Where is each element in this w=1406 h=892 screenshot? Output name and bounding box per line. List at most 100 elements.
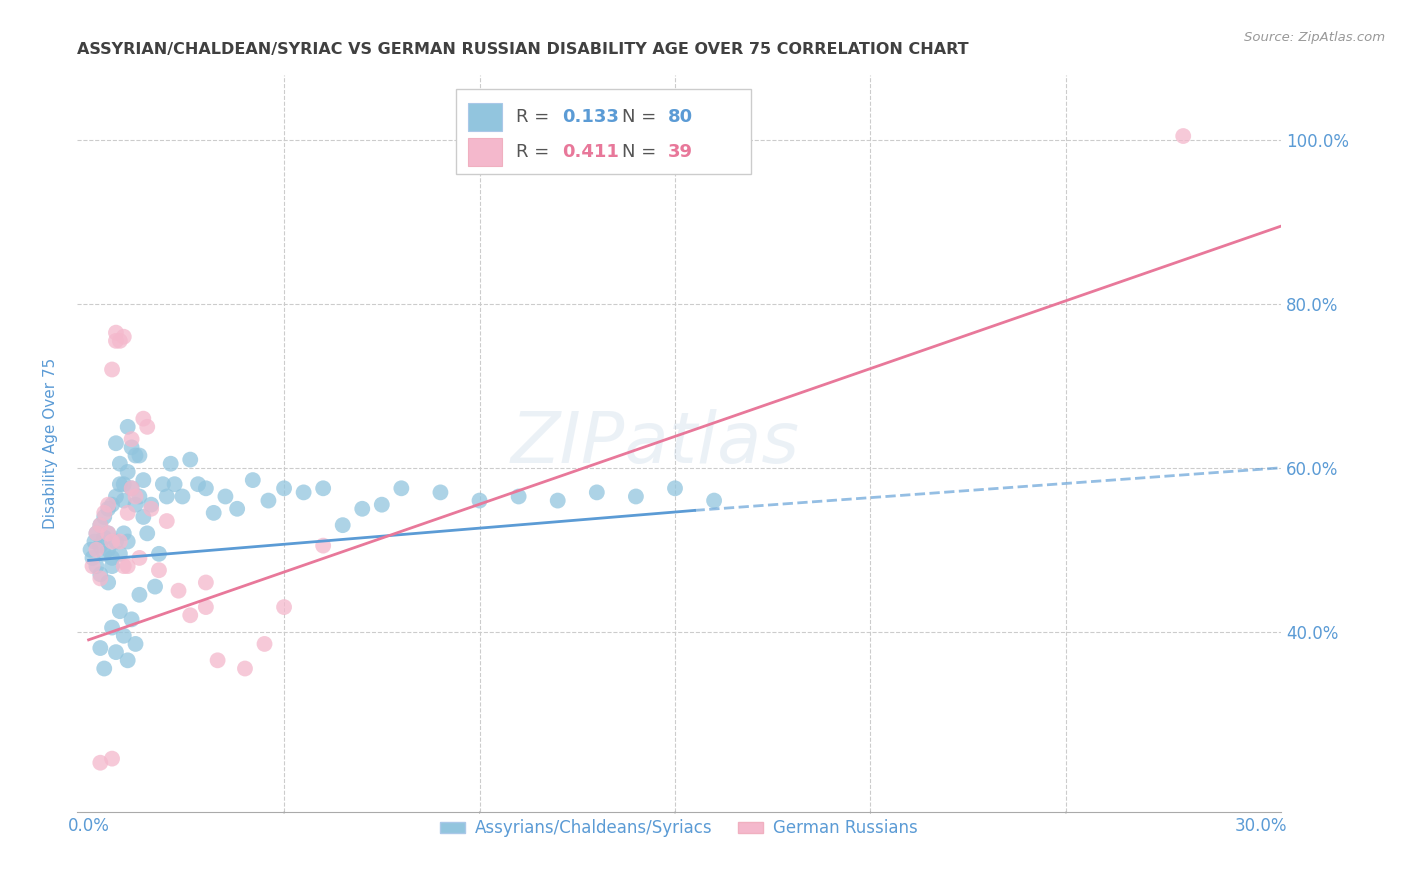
Text: 0.133: 0.133	[562, 108, 619, 127]
Point	[89, 518, 111, 533]
Point	[163, 477, 186, 491]
Point	[148, 563, 170, 577]
Text: 80: 80	[668, 108, 693, 127]
Point	[89, 567, 111, 582]
Point	[121, 481, 143, 495]
Point	[156, 514, 179, 528]
Point	[83, 534, 105, 549]
Point	[141, 501, 163, 516]
Point	[371, 498, 394, 512]
Point	[112, 559, 135, 574]
Point	[97, 526, 120, 541]
Point	[112, 330, 135, 344]
Point	[312, 481, 335, 495]
Point	[112, 629, 135, 643]
Point	[104, 534, 127, 549]
Point	[117, 653, 139, 667]
Point	[117, 506, 139, 520]
Text: ZIPatlas: ZIPatlas	[510, 409, 800, 478]
Point	[89, 571, 111, 585]
Point	[179, 452, 201, 467]
Point	[624, 490, 647, 504]
Point	[117, 420, 139, 434]
Point	[86, 559, 108, 574]
Point	[143, 580, 166, 594]
Point	[128, 588, 150, 602]
Point	[108, 547, 131, 561]
Point	[108, 604, 131, 618]
Point	[187, 477, 209, 491]
Point	[202, 506, 225, 520]
Point	[703, 493, 725, 508]
Point	[226, 501, 249, 516]
Text: R =: R =	[516, 108, 555, 127]
Point	[273, 600, 295, 615]
Point	[121, 481, 143, 495]
Point	[112, 526, 135, 541]
Point	[97, 542, 120, 557]
Point	[101, 362, 124, 376]
Point	[167, 583, 190, 598]
Point	[194, 575, 217, 590]
Point	[214, 490, 236, 504]
Point	[112, 477, 135, 491]
Point	[179, 608, 201, 623]
Point	[128, 449, 150, 463]
Point	[101, 534, 124, 549]
Point	[89, 640, 111, 655]
Point	[97, 526, 120, 541]
Point	[128, 490, 150, 504]
Point	[89, 518, 111, 533]
Point	[253, 637, 276, 651]
Point	[108, 477, 131, 491]
Point	[93, 547, 115, 561]
Point	[86, 542, 108, 557]
FancyBboxPatch shape	[468, 103, 502, 131]
Point	[121, 432, 143, 446]
Point	[257, 493, 280, 508]
Point	[108, 534, 131, 549]
Point	[194, 481, 217, 495]
Point	[124, 490, 146, 504]
Point	[108, 334, 131, 348]
Text: N =: N =	[623, 143, 662, 161]
Point	[141, 498, 163, 512]
Point	[97, 498, 120, 512]
Point	[89, 756, 111, 770]
Text: ASSYRIAN/CHALDEAN/SYRIAC VS GERMAN RUSSIAN DISABILITY AGE OVER 75 CORRELATION CH: ASSYRIAN/CHALDEAN/SYRIAC VS GERMAN RUSSI…	[77, 42, 969, 57]
Point	[242, 473, 264, 487]
Point	[104, 645, 127, 659]
Point	[585, 485, 607, 500]
Point	[108, 457, 131, 471]
Point	[159, 457, 181, 471]
Text: 39: 39	[668, 143, 693, 161]
Point	[124, 449, 146, 463]
Point	[93, 510, 115, 524]
Point	[117, 465, 139, 479]
Point	[136, 526, 159, 541]
Legend: Assyrians/Chaldeans/Syriacs, German Russians: Assyrians/Chaldeans/Syriacs, German Russ…	[433, 813, 924, 844]
Point	[101, 621, 124, 635]
Point	[312, 539, 335, 553]
Point	[97, 575, 120, 590]
Point	[389, 481, 412, 495]
Point	[93, 506, 115, 520]
Point	[101, 498, 124, 512]
Point	[104, 334, 127, 348]
Point	[121, 612, 143, 626]
Point	[89, 539, 111, 553]
Point	[104, 436, 127, 450]
Point	[82, 550, 104, 565]
Point	[332, 518, 354, 533]
Y-axis label: Disability Age Over 75: Disability Age Over 75	[44, 358, 58, 529]
Point	[547, 493, 569, 508]
Point	[101, 559, 124, 574]
Point	[124, 637, 146, 651]
Point	[352, 501, 374, 516]
Point	[429, 485, 451, 500]
FancyBboxPatch shape	[456, 89, 751, 174]
Point	[156, 490, 179, 504]
Point	[104, 326, 127, 340]
Point	[664, 481, 686, 495]
Point	[233, 661, 256, 675]
